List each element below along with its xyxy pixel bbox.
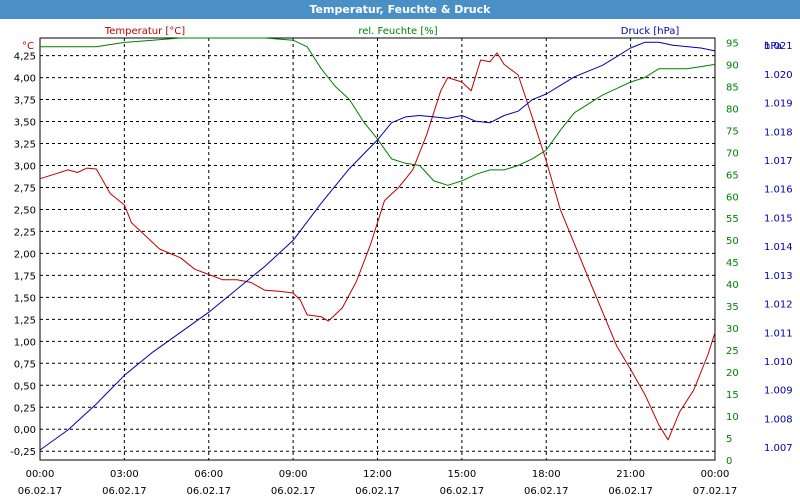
right-axis-label: Druck [hPa] — [621, 26, 680, 37]
x-tick-date: 06.02.17 — [440, 486, 485, 497]
right-tick-label: 1.008 — [764, 414, 793, 425]
title-bar: Temperatur, Feuchte & Druck — [0, 0, 800, 19]
left-tick-label: 2,00 — [14, 249, 36, 260]
x-tick-label: 00:00 — [26, 469, 55, 480]
middle-tick-label: 80 — [726, 104, 739, 115]
middle-tick-label: 35 — [726, 302, 739, 313]
left-axis-label: Temperatur [°C] — [104, 26, 185, 37]
middle-axis-label: rel. Feuchte [%] — [358, 26, 437, 37]
right-tick-label: 1.021 — [764, 41, 793, 52]
left-tick-label: 1,00 — [14, 337, 36, 348]
left-tick-label: 3,25 — [14, 140, 36, 151]
middle-tick-label: 0 — [726, 456, 732, 467]
right-tick-label: 1.020 — [764, 70, 793, 81]
right-tick-label: 1.016 — [764, 185, 793, 196]
x-tick-label: 12:00 — [363, 469, 392, 480]
x-tick-label: 15:00 — [447, 469, 476, 480]
x-tick-date: 06.02.17 — [271, 486, 316, 497]
middle-tick-label: 50 — [726, 236, 739, 247]
left-tick-label: 2,50 — [14, 205, 36, 216]
left-tick-label: 3,50 — [14, 118, 36, 129]
left-tick-label: -0,25 — [10, 447, 36, 458]
left-tick-label: 0,25 — [14, 403, 36, 414]
middle-tick-label: 90 — [726, 60, 739, 71]
left-tick-label: 2,25 — [14, 227, 36, 238]
left-tick-label: 3,75 — [14, 96, 36, 107]
left-axis-unit: °C — [22, 41, 34, 52]
temperature-line — [39, 52, 716, 441]
x-tick-date: 06.02.17 — [102, 486, 147, 497]
humidity-line — [40, 37, 716, 186]
right-tick-label: 1.012 — [764, 300, 793, 311]
x-tick-label: 06:00 — [194, 469, 223, 480]
middle-tick-label: 15 — [726, 390, 739, 401]
left-tick-label: 0,50 — [14, 381, 36, 392]
left-tick-label: 4,25 — [14, 52, 36, 63]
right-tick-label: 1.014 — [764, 242, 793, 253]
x-tick-label: 03:00 — [110, 469, 139, 480]
right-tick-label: 1.018 — [764, 127, 793, 138]
chart-title: Temperatur, Feuchte & Druck — [309, 3, 491, 16]
x-tick-date: 07.02.17 — [693, 486, 738, 497]
x-tick-date: 06.02.17 — [524, 486, 569, 497]
right-tick-label: 1.017 — [764, 156, 793, 167]
pressure-line — [39, 41, 716, 451]
x-tick-date: 06.02.17 — [186, 486, 231, 497]
left-tick-label: 1,75 — [14, 271, 36, 282]
x-tick-date: 06.02.17 — [18, 486, 63, 497]
right-tick-label: 1.011 — [764, 328, 793, 339]
middle-tick-label: 65 — [726, 170, 739, 181]
left-tick-label: 1,50 — [14, 293, 36, 304]
right-axis-unit: hPa — [764, 41, 782, 52]
middle-tick-label: 70 — [726, 148, 739, 159]
middle-tick-label: 40 — [726, 280, 739, 291]
x-tick-label: 09:00 — [279, 469, 308, 480]
middle-tick-label: 95 — [726, 38, 739, 49]
middle-tick-label: 85 — [726, 82, 739, 93]
left-tick-label: 4,00 — [14, 74, 36, 85]
middle-tick-label: 55 — [726, 214, 739, 225]
x-tick-label: 18:00 — [532, 469, 561, 480]
left-tick-label: 2,75 — [14, 183, 36, 194]
middle-tick-label: 30 — [726, 324, 739, 335]
middle-tick-label: 75 — [726, 126, 739, 137]
middle-tick-label: 25 — [726, 346, 739, 357]
left-tick-label: 0,75 — [14, 359, 36, 370]
right-tick-label: 1.013 — [764, 271, 793, 282]
middle-tick-label: 5 — [726, 434, 732, 445]
right-tick-label: 1.019 — [764, 99, 793, 110]
right-tick-label: 1.010 — [764, 357, 793, 368]
right-tick-label: 1.015 — [764, 213, 793, 224]
x-tick-label: 21:00 — [616, 469, 645, 480]
left-tick-label: 3,00 — [14, 161, 36, 172]
middle-tick-label: 45 — [726, 258, 739, 269]
x-tick-date: 06.02.17 — [608, 486, 653, 497]
left-tick-label: 0,00 — [14, 425, 36, 436]
left-tick-label: 1,25 — [14, 315, 36, 326]
right-tick-label: 1.009 — [764, 386, 793, 397]
middle-tick-label: 60 — [726, 192, 739, 203]
x-tick-date: 06.02.17 — [355, 486, 400, 497]
middle-tick-label: 20 — [726, 368, 739, 379]
middle-tick-label: 10 — [726, 412, 739, 423]
x-tick-label: 00:00 — [701, 469, 730, 480]
right-tick-label: 1.007 — [764, 443, 793, 454]
